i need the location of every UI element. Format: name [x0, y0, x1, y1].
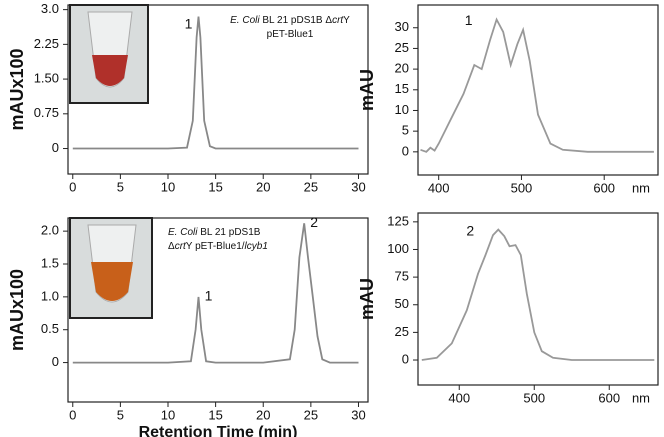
data-line [420, 17, 654, 153]
x-tick-label: 30 [351, 407, 365, 422]
x-tick-label: 15 [208, 179, 222, 194]
y-tick-label: 30 [395, 19, 409, 34]
y-tick-label: 20 [395, 61, 409, 76]
y-axis-label: mAUx100 [7, 269, 27, 351]
y-tick-label: 5 [402, 123, 409, 138]
note-part: pET-Blue1 [267, 29, 314, 40]
x-tick-label: 10 [161, 407, 175, 422]
x-tick-label: 0 [69, 407, 76, 422]
peak-label: 1 [185, 15, 193, 31]
y-tick-label: 125 [387, 213, 409, 228]
y-tick-label: 0.5 [41, 321, 59, 336]
y-tick-label: 25 [395, 40, 409, 55]
legend-note: E. Coli BL 21 pDS1B [168, 227, 261, 238]
x-tick-label: 30 [351, 179, 365, 194]
y-tick-label: 50 [395, 296, 409, 311]
y-tick-label: 0 [52, 354, 59, 369]
note-part: E. Coli [230, 15, 260, 26]
data-line [72, 223, 359, 364]
y-axis-label: mAU [357, 69, 377, 111]
x-tick-label: 600 [598, 390, 620, 405]
note-part: lcyb1 [245, 241, 268, 252]
peak-label: 1 [205, 288, 213, 304]
y-tick-label: 0 [402, 143, 409, 158]
y-tick-label: 1.0 [41, 288, 59, 303]
note-part: crt [332, 15, 344, 26]
x-tick-label: 25 [304, 407, 318, 422]
x-tick-label: 600 [593, 180, 615, 195]
note-part: Y [343, 15, 350, 26]
pellet-orange [91, 262, 133, 301]
x-tick-label: 20 [256, 179, 270, 194]
legend-note: pET-Blue1 [267, 29, 314, 40]
peak-label: 1 [465, 12, 473, 28]
note-part: Δ [168, 241, 175, 252]
note-part: crt [175, 241, 187, 252]
y-axis-label: mAU [357, 278, 377, 320]
x-tick-label: 0 [69, 179, 76, 194]
peak-label: 2 [466, 222, 474, 238]
y-tick-label: 75 [395, 269, 409, 284]
x-tick-label: 25 [304, 179, 318, 194]
plot-frame [417, 212, 659, 386]
pellet-red [92, 55, 128, 86]
plot-frame [67, 4, 369, 175]
y-tick-label: 1.5 [41, 255, 59, 270]
data-line [421, 228, 655, 361]
x-tick-label: 5 [117, 179, 124, 194]
inset-photo-top [69, 4, 149, 104]
x-tick-label: 400 [428, 180, 450, 195]
note-part: E. Coli [168, 227, 198, 238]
x-tick-label: 15 [208, 407, 222, 422]
x-axis-label: nm [632, 390, 650, 405]
note-part: BL 21 pDS1B [197, 227, 260, 238]
x-tick-label: 500 [523, 390, 545, 405]
y-tick-label: 10 [395, 102, 409, 117]
y-tick-label: 0.75 [34, 105, 59, 120]
y-tick-label: 0 [402, 351, 409, 366]
x-tick-label: 20 [256, 407, 270, 422]
y-axis-label: mAUx100 [7, 48, 27, 130]
note-part: BL 21 pDS1B Δ [260, 15, 333, 26]
y-tick-label: 2.0 [41, 223, 59, 238]
y-tick-label: 100 [387, 241, 409, 256]
inset-photo-bottom [69, 217, 153, 319]
note-part: Y pET-Blue1/ [186, 241, 245, 252]
x-axis-label: nm [632, 180, 650, 195]
plot-frame [417, 4, 659, 176]
legend-note: ΔcrtY pET-Blue1/lcyb1 [168, 241, 268, 252]
y-tick-label: 3.0 [41, 1, 59, 16]
legend-note: E. Coli BL 21 pDS1B ΔcrtY [230, 15, 350, 26]
y-tick-label: 1.50 [34, 71, 59, 86]
y-tick-label: 0 [52, 140, 59, 155]
y-tick-label: 15 [395, 81, 409, 96]
peak-label: 2 [310, 214, 318, 230]
x-tick-label: 5 [117, 407, 124, 422]
x-tick-label: 400 [448, 390, 470, 405]
y-tick-label: 25 [395, 324, 409, 339]
x-axis-label: Retention Time (min) [139, 424, 298, 437]
plot-frame [67, 217, 369, 403]
y-tick-label: 2.25 [34, 36, 59, 51]
data-line [72, 16, 359, 150]
x-tick-label: 10 [161, 179, 175, 194]
x-tick-label: 500 [511, 180, 533, 195]
